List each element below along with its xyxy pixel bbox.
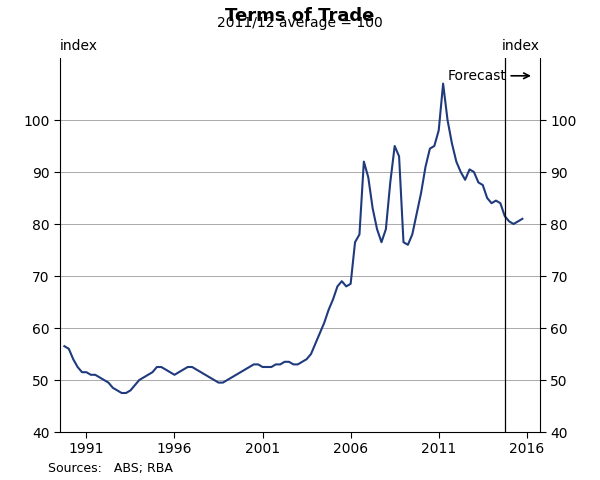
Text: Sources:   ABS; RBA: Sources: ABS; RBA	[48, 462, 173, 475]
Text: index: index	[502, 39, 540, 53]
Title: 2011/12 average = 100: 2011/12 average = 100	[217, 16, 383, 30]
Text: Terms of Trade: Terms of Trade	[226, 7, 374, 25]
Text: Forecast: Forecast	[448, 69, 506, 83]
Text: index: index	[60, 39, 98, 53]
